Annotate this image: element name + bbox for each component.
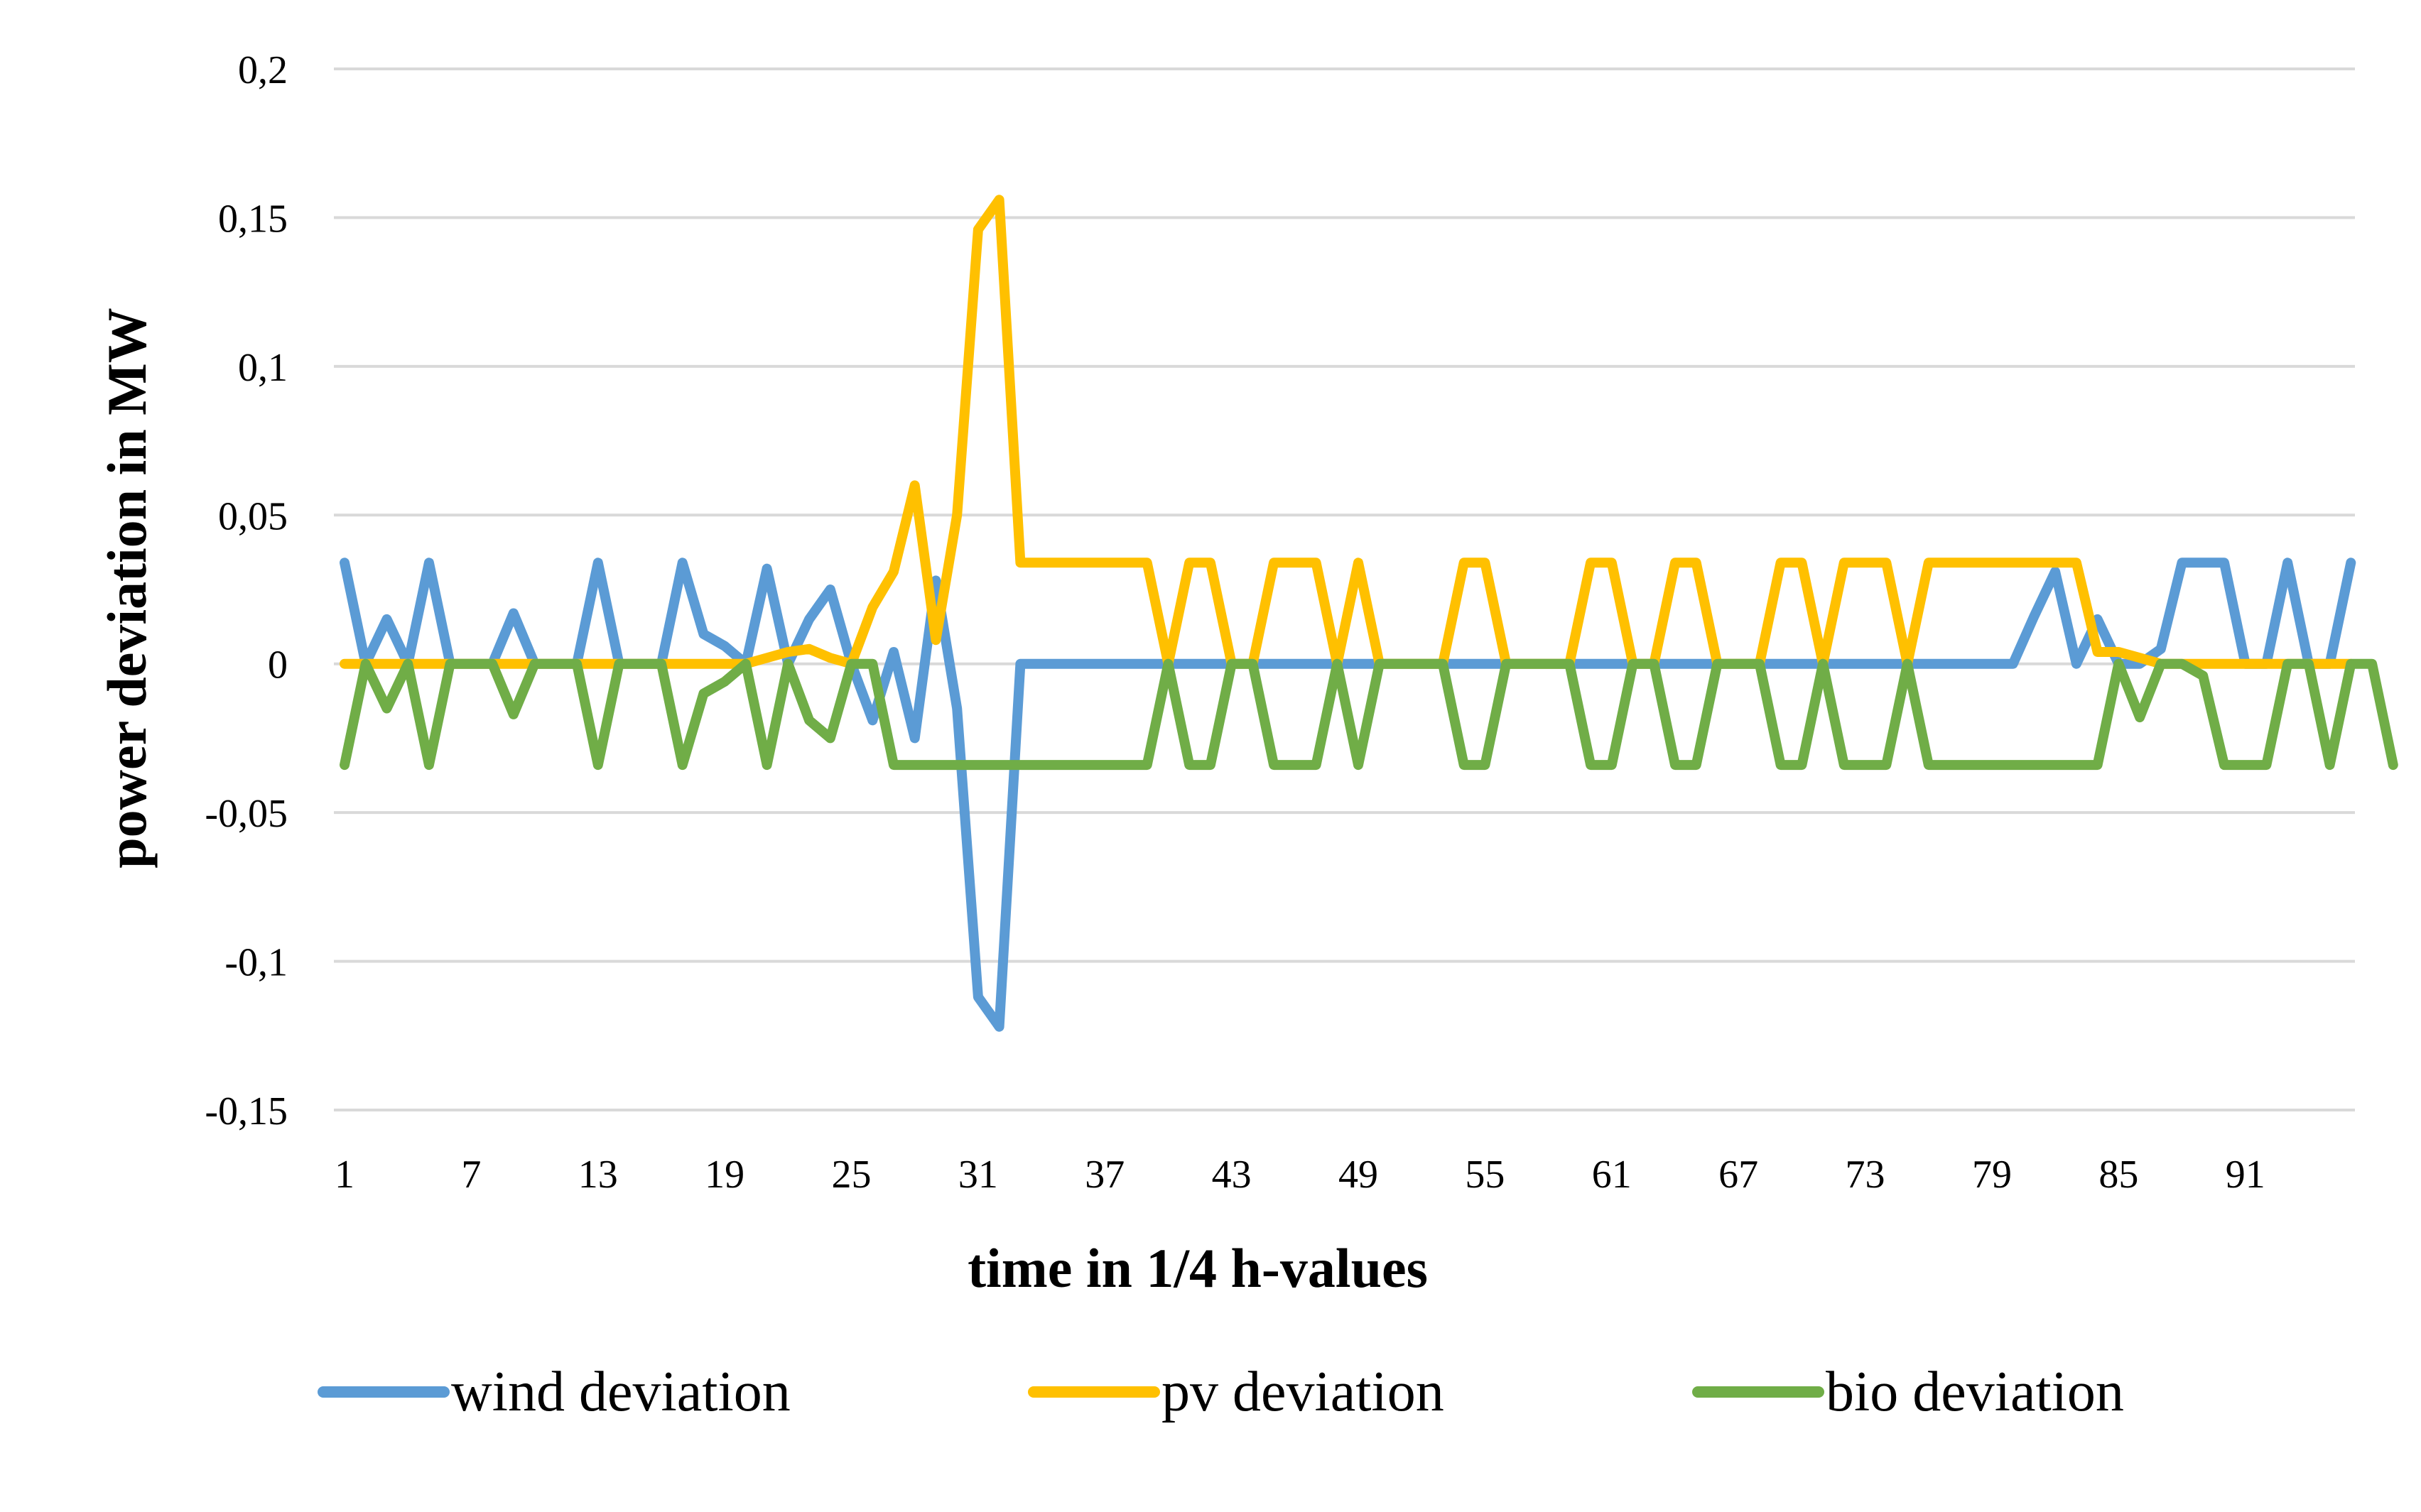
x-axis-title: time in 1/4 h-values <box>968 1237 1428 1299</box>
legend-label: bio deviation <box>1826 1361 2124 1423</box>
x-tick-label: 1 <box>335 1153 354 1197</box>
x-tick-label: 79 <box>1972 1153 2012 1197</box>
legend: wind deviation pv deviation bio deviation <box>318 1361 2124 1423</box>
y-axis-title: power deviation in MW <box>96 308 158 868</box>
y-tick-label: 0,2 <box>238 48 288 92</box>
x-tick-label: 67 <box>1718 1153 1758 1197</box>
x-tick-label: 73 <box>1846 1153 1885 1197</box>
x-axis-tick-labels: 1 7 13 19 25 31 37 43 49 55 61 67 73 79 85 91 <box>335 1153 2265 1197</box>
x-tick-label: 19 <box>705 1153 744 1197</box>
y-tick-label: 0,1 <box>238 346 288 390</box>
y-tick-label: -0,1 <box>224 941 288 985</box>
y-tick-label: 0,05 <box>218 494 288 538</box>
x-tick-label: 91 <box>2226 1153 2265 1197</box>
x-tick-label: 55 <box>1465 1153 1505 1197</box>
legend-label: pv deviation <box>1161 1361 1444 1423</box>
y-tick-label: -0,15 <box>205 1089 288 1133</box>
data-series <box>340 195 2398 1032</box>
x-tick-label: 85 <box>2098 1153 2138 1197</box>
series-line <box>340 195 2356 669</box>
series-line <box>340 658 2398 771</box>
x-tick-label: 31 <box>958 1153 998 1197</box>
x-tick-label: 7 <box>461 1153 481 1197</box>
x-tick-label: 13 <box>578 1153 618 1197</box>
legend-label: wind deviation <box>451 1361 791 1423</box>
x-tick-label: 49 <box>1338 1153 1378 1197</box>
y-tick-label: -0,05 <box>205 792 288 836</box>
y-tick-label: 0,15 <box>218 197 288 241</box>
x-tick-label: 43 <box>1212 1153 1252 1197</box>
x-tick-label: 25 <box>832 1153 872 1197</box>
y-tick-label: 0 <box>268 643 288 687</box>
x-tick-label: 37 <box>1085 1153 1125 1197</box>
y-axis-tick-labels: -0,15 -0,1 -0,05 0 0,05 0,1 0,15 0,2 <box>205 48 288 1133</box>
x-tick-label: 61 <box>1592 1153 1632 1197</box>
series-line <box>340 558 2356 1032</box>
